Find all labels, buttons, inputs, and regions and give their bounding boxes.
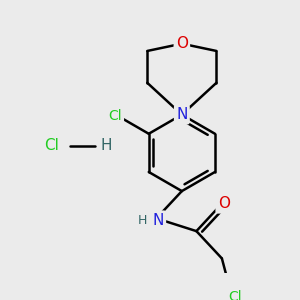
Text: Cl: Cl (108, 110, 122, 124)
Text: O: O (176, 36, 188, 51)
Text: H: H (100, 138, 112, 153)
Text: N: N (152, 213, 164, 228)
Text: N: N (176, 107, 188, 122)
Text: Cl: Cl (228, 290, 242, 300)
Text: O: O (218, 196, 230, 211)
Text: Cl: Cl (44, 138, 59, 153)
Text: H: H (138, 214, 147, 227)
